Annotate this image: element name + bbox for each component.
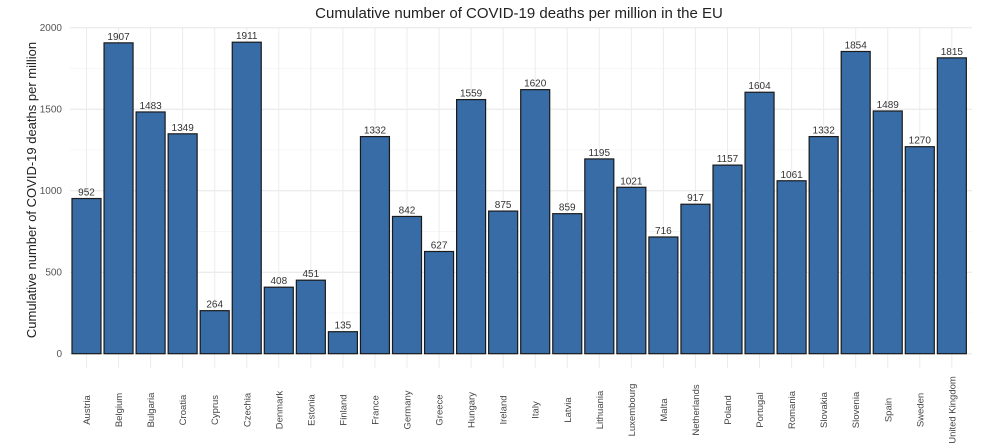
data-label: 1483 <box>139 101 162 112</box>
bar-slovakia <box>808 135 839 355</box>
data-label: 1489 <box>877 100 900 111</box>
data-label: 451 <box>303 269 320 280</box>
x-tick-label: Sweden <box>915 393 926 427</box>
data-label: 1349 <box>172 123 195 134</box>
x-tick-label: France <box>370 395 381 425</box>
bar-finland <box>327 331 358 355</box>
data-label: 264 <box>206 300 223 311</box>
data-label: 875 <box>495 200 512 211</box>
bar-lithuania <box>584 158 615 355</box>
bar-malta <box>648 236 679 355</box>
data-label: 1911 <box>236 31 258 42</box>
x-tick-label: Cyprus <box>210 395 221 425</box>
x-tick-label: Slovenia <box>851 391 862 428</box>
bar-czechia <box>231 41 262 355</box>
x-tick-label: Finland <box>338 394 349 425</box>
data-label: 1604 <box>748 81 771 92</box>
bar-ireland <box>488 210 519 355</box>
x-tick-label: Germany <box>403 390 414 429</box>
bar-croatia <box>167 133 198 355</box>
x-tick-label: Austria <box>82 395 93 425</box>
x-tick-label: Czechia <box>242 392 253 427</box>
x-tick-label: Croatia <box>178 394 189 425</box>
bar-spain <box>872 110 903 355</box>
x-tick-label: Latvia <box>563 397 574 423</box>
data-label: 842 <box>399 205 416 216</box>
bar-denmark <box>263 286 294 355</box>
x-tick-label: Italy <box>531 401 542 419</box>
chart-title: Cumulative number of COVID-19 deaths per… <box>315 5 723 22</box>
x-tick-label: Hungary <box>467 392 478 428</box>
bars <box>71 41 967 355</box>
data-label: 408 <box>270 276 287 287</box>
bar-bulgaria <box>135 111 166 355</box>
x-tick-label: Denmark <box>274 390 285 429</box>
data-label: 952 <box>78 188 95 199</box>
x-tick-label: Luxembourg <box>627 384 638 437</box>
x-tick-label: Netherlands <box>691 384 702 435</box>
x-tick-label: Estonia <box>306 393 317 425</box>
x-tick-label: Portugal <box>755 392 766 427</box>
bar-hungary <box>456 98 487 355</box>
bar-germany <box>391 215 423 355</box>
bar-poland <box>712 164 743 355</box>
bar-greece <box>423 250 455 355</box>
data-label: 1061 <box>780 170 803 181</box>
data-label: 1815 <box>941 47 964 58</box>
data-label: 1021 <box>620 176 643 187</box>
bar-romania <box>776 180 807 355</box>
data-labels: 952 1907 1483 1349 264 1911 408 451 135 1332 842 62… <box>78 31 963 331</box>
data-label: 1907 <box>107 32 130 43</box>
x-tick-label: Romania <box>787 390 798 429</box>
y-tick-labels: 0 500 1000 1500 2000 <box>40 23 63 360</box>
bar-italy <box>520 89 551 355</box>
bar-luxembourg <box>616 186 647 355</box>
bar-cyprus <box>199 310 230 355</box>
data-label: 1332 <box>813 126 836 137</box>
x-tick-label: Slovakia <box>819 391 830 428</box>
data-label: 1195 <box>589 148 611 159</box>
y-tick-label: 2000 <box>40 23 63 34</box>
data-label: 1270 <box>909 136 932 147</box>
bar-united-kingdom <box>936 57 967 355</box>
y-tick-label: 500 <box>45 268 62 279</box>
data-label: 627 <box>431 240 448 251</box>
bar-france <box>359 135 391 355</box>
bar-portugal <box>744 91 775 355</box>
data-label: 1157 <box>717 154 739 165</box>
x-tick-label: United Kingdom <box>947 376 958 444</box>
x-tick-label: Poland <box>723 395 734 425</box>
bar-netherlands <box>680 203 711 355</box>
y-axis-label: Cumulative number of COVID-19 deaths per… <box>24 42 39 338</box>
y-tick-label: 1000 <box>40 186 63 197</box>
data-label: 1620 <box>524 79 547 90</box>
x-tick-label: Ireland <box>499 395 510 424</box>
bar-latvia <box>552 213 583 355</box>
x-tick-label: Spain <box>883 398 894 422</box>
bar-sweden <box>904 146 935 355</box>
data-label: 859 <box>559 203 576 214</box>
x-tick-label: Lithuania <box>595 390 606 429</box>
data-label: 1332 <box>364 126 387 137</box>
x-tick-label: Greece <box>435 394 446 425</box>
bar-slovenia <box>840 50 871 355</box>
data-label: 135 <box>335 321 352 332</box>
bar-estonia <box>295 279 326 355</box>
x-tick-label: Bulgaria <box>146 392 157 428</box>
x-tick-labels: Austria Belgium Bulgaria Croatia Cyprus Czech… <box>82 376 958 444</box>
data-label: 917 <box>687 193 704 204</box>
x-tick-label: Malta <box>659 398 670 422</box>
data-label: 716 <box>655 226 672 237</box>
bar-austria <box>71 197 102 355</box>
y-tick-label: 1500 <box>40 105 63 116</box>
x-tick-label: Belgium <box>114 393 125 427</box>
data-label: 1854 <box>845 40 868 51</box>
data-label: 1559 <box>460 89 483 100</box>
bar-belgium <box>103 42 134 355</box>
y-tick-label: 0 <box>56 349 62 360</box>
